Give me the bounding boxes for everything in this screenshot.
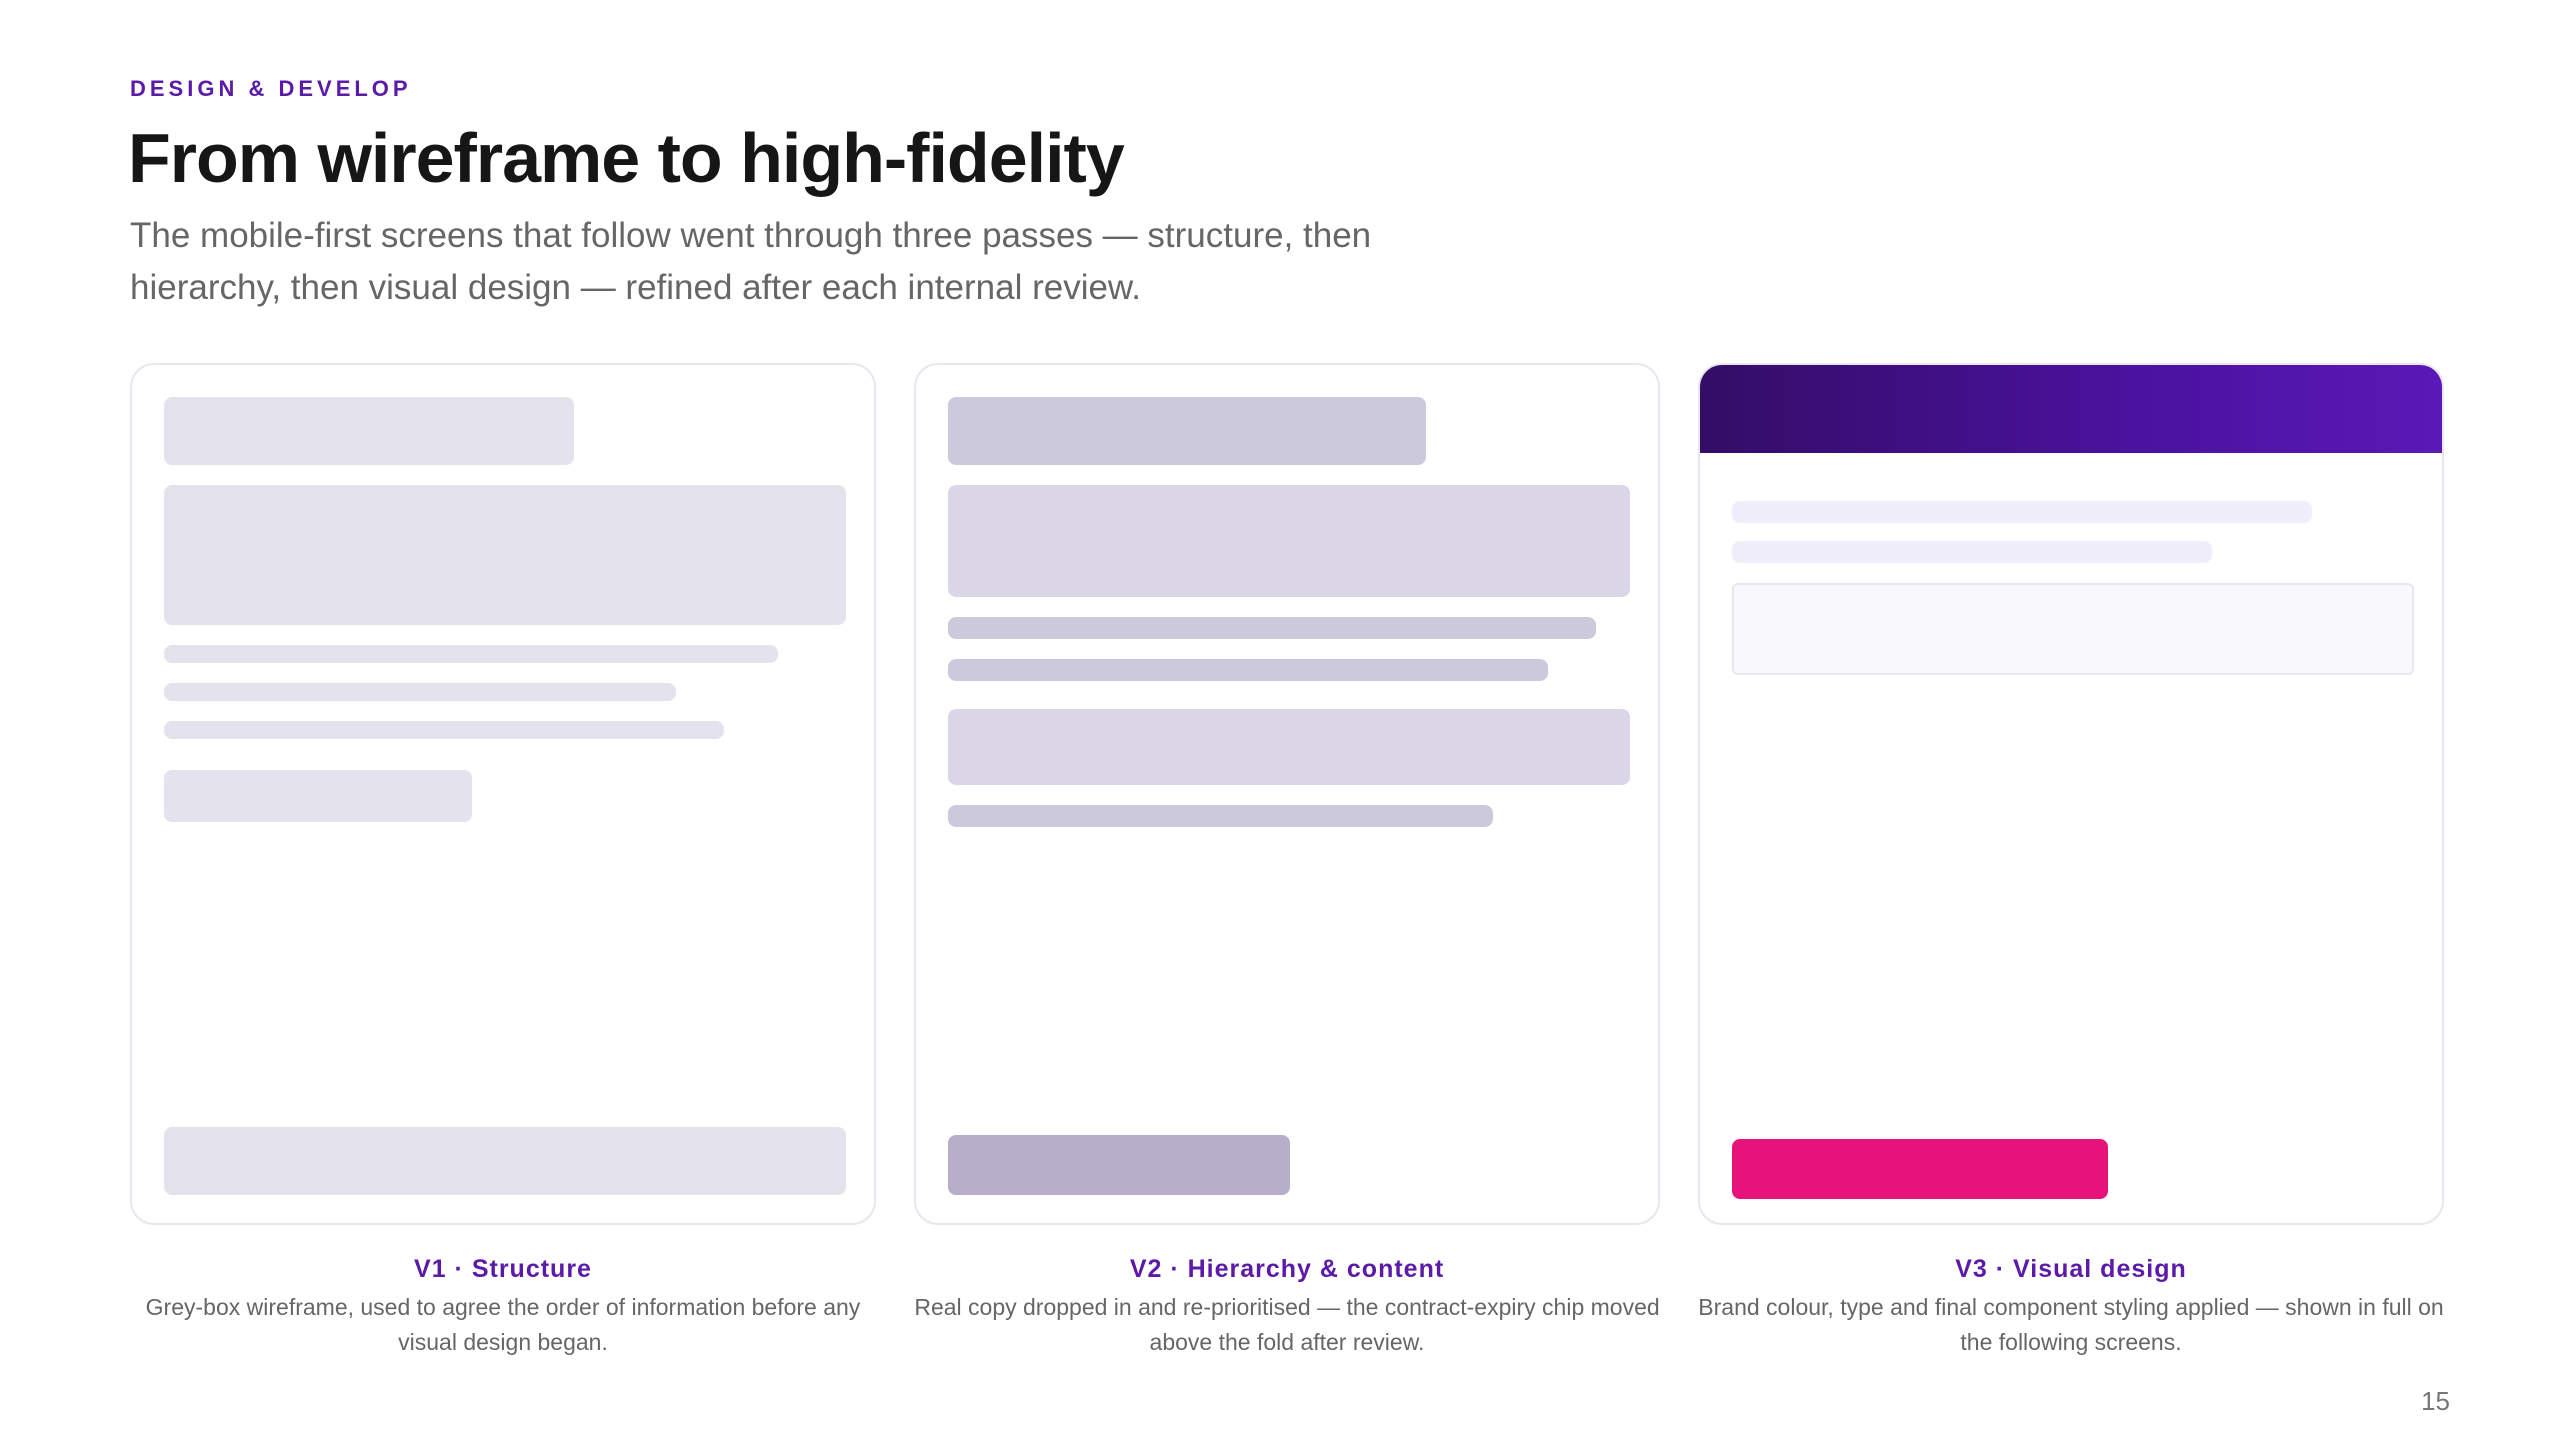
wireframe-text-line — [948, 617, 1596, 639]
caption-title: V2 · Hierarchy & content — [1129, 1255, 1445, 1283]
wireframe-input-box — [1732, 583, 2414, 675]
wireframe-text-line — [948, 659, 1548, 681]
page-title: From wireframe to high-fidelity — [128, 119, 1125, 197]
caption-description: Real copy dropped in and re-prioritised … — [914, 1294, 1660, 1355]
brand-header-bar — [1700, 365, 2442, 453]
wireframe-card-v1 — [130, 363, 876, 1225]
wireframe-text-line — [164, 645, 778, 663]
wireframe-cta-button — [1732, 1139, 2108, 1199]
wireframe-card-v2 — [914, 363, 1660, 1225]
caption-title: V1 · Structure — [414, 1255, 592, 1283]
caption-title: V3 · Visual design — [1955, 1255, 2187, 1283]
wireframe-title-block — [948, 397, 1426, 465]
wireframe-text-line — [1732, 501, 2312, 523]
wireframe-hero-block — [164, 485, 846, 625]
eyebrow-label: DESIGN & DEVELOP — [130, 76, 412, 101]
wireframe-chip-block — [164, 770, 472, 822]
wireframe-card-v3 — [1698, 363, 2444, 1225]
caption-v3: V3 · Visual design Brand colour, type an… — [1698, 1252, 2444, 1360]
page-subtitle: The mobile-first screens that follow wen… — [130, 216, 1372, 307]
wireframe-text-line — [164, 683, 676, 701]
caption-v2: V2 · Hierarchy & content Real copy dropp… — [914, 1252, 1660, 1360]
wireframe-footer-block — [164, 1127, 846, 1195]
wireframe-content-block — [948, 709, 1630, 785]
wireframe-title-block — [164, 397, 574, 465]
caption-description: Grey-box wireframe, used to agree the or… — [145, 1294, 861, 1355]
caption-v1: V1 · Structure Grey-box wireframe, used … — [130, 1252, 876, 1360]
wireframe-hero-block — [948, 485, 1630, 597]
wireframe-button-block — [948, 1135, 1290, 1195]
wireframe-text-line — [164, 721, 724, 739]
wireframe-text-line — [1732, 541, 2212, 563]
caption-description: Brand colour, type and final component s… — [1698, 1294, 2444, 1355]
page-number: 15 — [2421, 1386, 2450, 1416]
wireframe-text-line — [948, 805, 1493, 827]
